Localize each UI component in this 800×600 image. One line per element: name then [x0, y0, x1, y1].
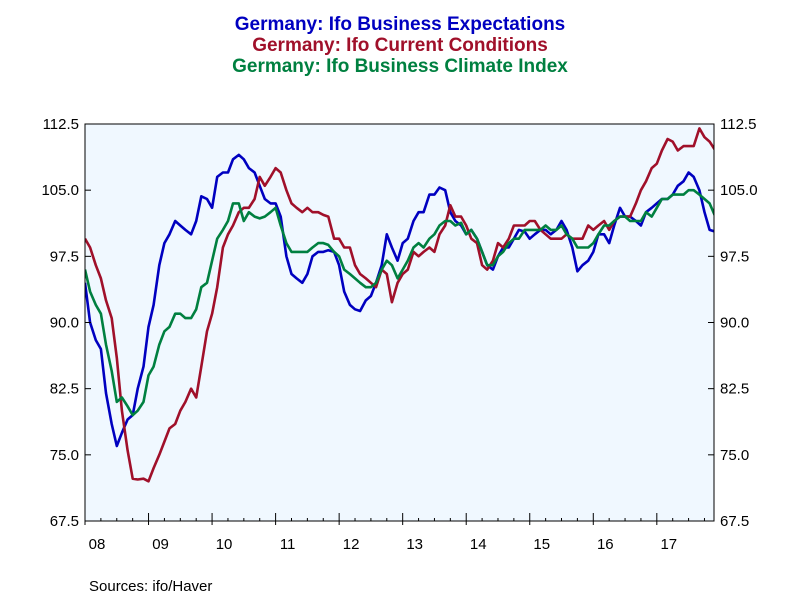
y-tick-label-left: 90.0 — [50, 315, 79, 332]
chart-title-expectations: Germany: Ifo Business Expectations — [234, 14, 566, 35]
y-tick-label-right: 90.0 — [720, 315, 749, 332]
y-tick-label-right: 97.5 — [720, 248, 749, 265]
y-tick-label-right: 82.5 — [720, 381, 749, 398]
series-line-expectations — [85, 153, 714, 448]
x-tick-label: 14 — [470, 536, 487, 553]
x-tick-label: 09 — [152, 536, 169, 553]
y-tick-label-right: 67.5 — [720, 513, 749, 530]
axis-ticks: 67.5 67.5 75.0 75.0 82.5 82.5 90.0 90.0 97.5 97.5… — [41, 116, 757, 553]
x-tick-label: 08 — [89, 536, 106, 553]
x-tick-label: 11 — [280, 536, 296, 553]
y-tick-label-right: 75.0 — [720, 447, 749, 464]
y-tick-label-left: 112.5 — [43, 116, 79, 133]
y-tick-label-left: 75.0 — [50, 447, 79, 464]
x-tick-label: 16 — [597, 536, 614, 553]
y-tick-label-left: 82.5 — [50, 381, 79, 398]
y-tick-label-left: 67.5 — [50, 513, 79, 530]
chart-title-climate-index: Germany: Ifo Business Climate Index — [232, 56, 568, 77]
y-tick-label-right: 105.0 — [720, 182, 758, 199]
y-tick-label-left: 105.0 — [41, 182, 79, 199]
source-note: Sources: ifo/Haver — [89, 578, 213, 595]
x-tick-label: 17 — [660, 536, 677, 553]
x-tick-label: 13 — [406, 536, 423, 553]
x-tick-label: 15 — [533, 536, 550, 553]
x-tick-label: 12 — [343, 536, 360, 553]
x-tick-label: 10 — [216, 536, 233, 553]
series-line-climate-index — [85, 188, 714, 417]
chart-title-block: Germany: Ifo Business Expectations Germa… — [0, 14, 800, 77]
y-tick-label-left: 97.5 — [50, 248, 79, 265]
series-layer — [85, 127, 714, 483]
chart-title-current-conditions: Germany: Ifo Current Conditions — [252, 35, 548, 56]
y-tick-label-right: 112.5 — [720, 116, 756, 133]
plot-area — [85, 124, 714, 521]
